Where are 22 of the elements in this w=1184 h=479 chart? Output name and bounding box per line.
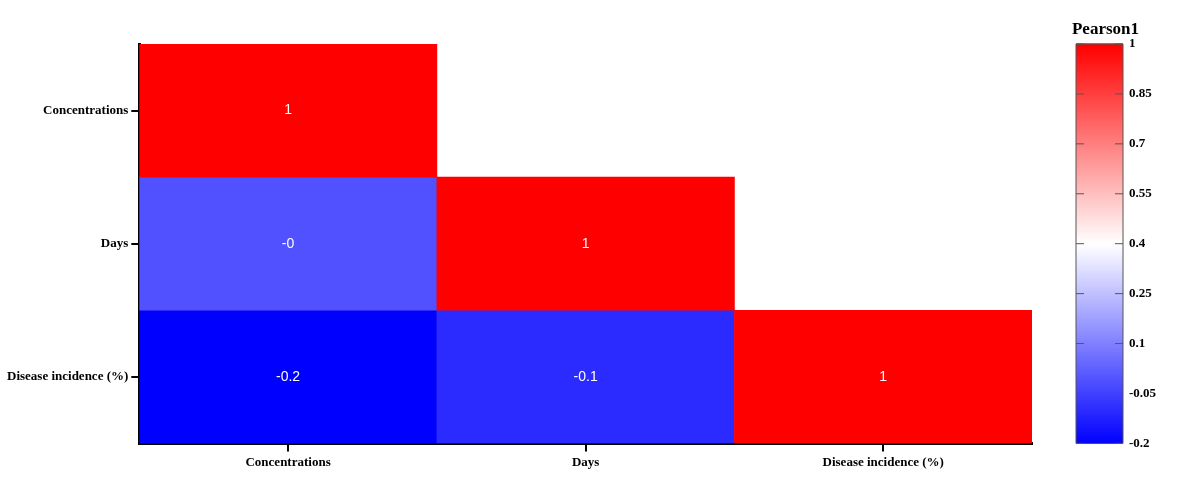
x-tick-label: Concentrations	[245, 453, 331, 469]
color-bar-label: 0.55	[1129, 185, 1153, 201]
y-tick-label: Days	[100, 235, 129, 251]
data-label: -0.2	[276, 367, 301, 384]
y-tick-label: Concentrations	[43, 101, 129, 117]
x-tick-label: Disease incidence (%)	[822, 453, 944, 469]
color-bar-label: 0.25	[1129, 284, 1153, 300]
data-label: -0	[281, 234, 295, 251]
x-tick-label: Days	[571, 453, 600, 469]
color-bar-label: 0.4	[1129, 235, 1146, 251]
color-bar-label: 0.1	[1129, 334, 1146, 350]
color-bar-label: 0.85	[1129, 85, 1153, 101]
color-bar-label: 0.7	[1129, 135, 1146, 151]
data-label: 1	[284, 101, 293, 118]
color-bar-title: Pearson1	[1071, 18, 1140, 38]
color-bar-label: -0.05	[1129, 384, 1157, 400]
y-tick-label: Disease incidence (%)	[7, 368, 129, 384]
data-label: 1	[581, 234, 590, 251]
color-bar-label: -0.2	[1129, 434, 1150, 450]
data-label: -0.1	[573, 367, 598, 384]
color-bar-label: 1	[1129, 35, 1136, 51]
data-label: 1	[879, 367, 888, 384]
